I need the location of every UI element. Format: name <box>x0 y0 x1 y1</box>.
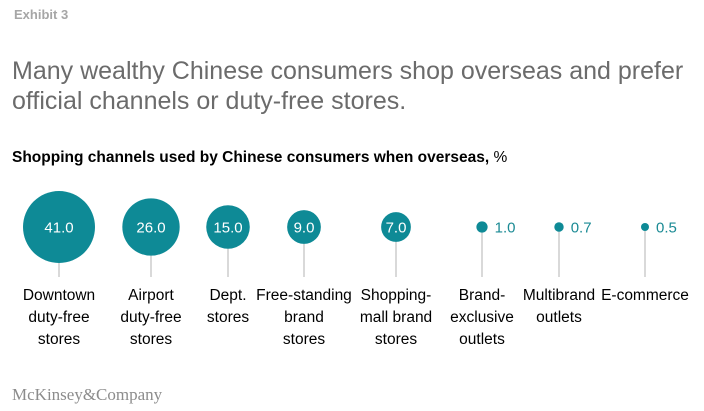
category-label: Dept. <box>209 287 246 304</box>
category-label: mall brand <box>360 309 432 326</box>
headline: Many wealthy Chinese consumers shop over… <box>12 57 684 115</box>
category-label: stores <box>130 331 172 348</box>
category-label: stores <box>38 331 80 348</box>
value-label: 41.0 <box>44 220 73 237</box>
category-label: exclusive <box>450 309 514 326</box>
value-label: 26.0 <box>136 220 165 237</box>
category-label: Airport <box>128 287 174 304</box>
category-label: Multibrand <box>523 287 595 304</box>
category-label: Free-standing <box>256 287 352 304</box>
subtitle-main: Shopping channels used by Chinese consum… <box>12 149 490 166</box>
mckinsey-logo: McKinsey&Company <box>12 385 163 404</box>
value-label: 7.0 <box>386 220 407 237</box>
value-label: 9.0 <box>294 220 315 237</box>
bubble <box>122 198 180 256</box>
value-label: 0.7 <box>571 220 592 237</box>
bubble <box>23 191 95 263</box>
exhibit-label: Exhibit 3 <box>14 7 69 22</box>
category-label: E-commerce <box>601 287 689 304</box>
category-label: duty-free <box>28 309 89 326</box>
chart-subtitle: Shopping channels used by Chinese consum… <box>12 149 507 167</box>
category-label: stores <box>207 309 249 326</box>
bubble <box>554 222 564 232</box>
bubble <box>287 210 321 244</box>
value-label: 15.0 <box>213 220 242 237</box>
category-label: brand <box>284 309 324 326</box>
category-label: Downtown <box>23 287 95 304</box>
bubble-chart: 41.0 Downtown duty-free stores 26.0 Airport du… <box>23 191 689 348</box>
category-label: Brand- <box>459 287 506 304</box>
value-label: 0.5 <box>656 220 677 237</box>
bubble <box>206 205 250 249</box>
bubble <box>381 212 411 242</box>
subtitle-unit: % <box>493 149 508 166</box>
bubble <box>476 221 488 233</box>
category-label: duty-free <box>120 309 181 326</box>
category-label: stores <box>375 331 417 348</box>
value-label: 1.0 <box>495 220 516 237</box>
category-label: outlets <box>459 331 505 348</box>
category-label: outlets <box>536 309 582 326</box>
category-label: stores <box>283 331 325 348</box>
bubble <box>641 223 649 231</box>
category-label: Shopping- <box>361 287 432 304</box>
